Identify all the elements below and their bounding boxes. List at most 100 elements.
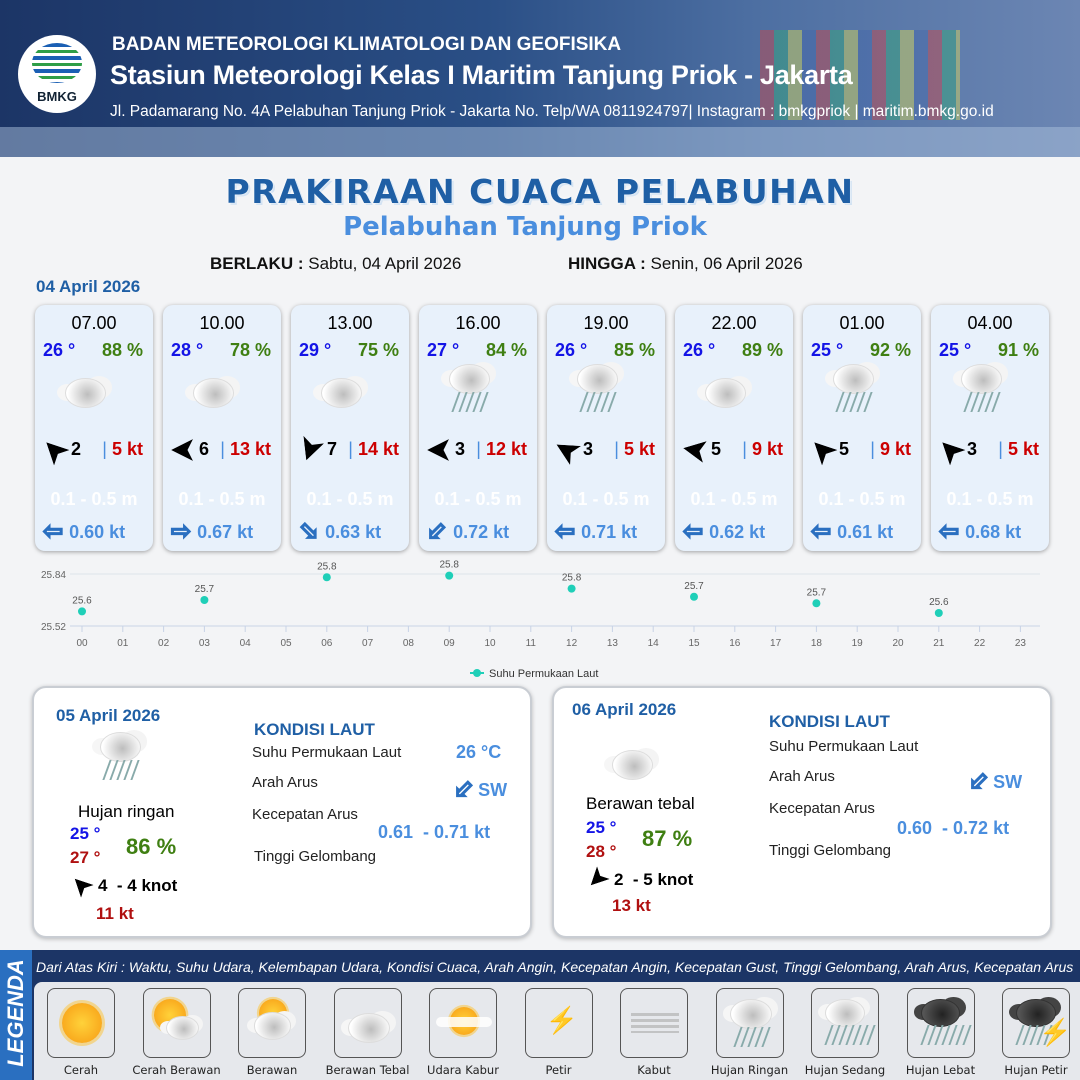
x-tick-label: 08: [403, 638, 415, 649]
wave-label: Tinggi Gelombang: [769, 842, 892, 859]
berawan-tebal-icon: [340, 995, 398, 1051]
humidity: 91 %: [997, 340, 1039, 360]
wind-direction-icon: [68, 872, 93, 897]
wave-height: 0.1 - 0.5 m: [178, 489, 266, 509]
x-tick-label: 11: [526, 638, 537, 649]
legend-item-udara-kabur: Udara Kabur: [418, 988, 508, 1077]
legend-label: Kabut: [637, 1063, 671, 1077]
legend-item-hujan-ringan: Hujan Ringan: [705, 988, 795, 1077]
legend-icon-box: ⚡: [1002, 988, 1071, 1058]
cerah-berawan-icon: [150, 995, 206, 1051]
data-point: [567, 584, 576, 593]
gust-speed: | 5 kt: [102, 439, 143, 459]
legend-icon-box: [47, 988, 115, 1058]
y-tick-label: 25.84: [41, 570, 66, 581]
forecast-card: 10.00 28 ° 78 % 6 | 13 kt 0.1 - 0.5 m ⇨ 0…: [163, 305, 281, 551]
haze: [436, 1017, 492, 1027]
berawan-tebal-icon: [604, 732, 674, 802]
legend-item-cerah-berawan: Cerah Berawan: [132, 988, 222, 1077]
kabut-icon: [627, 995, 683, 1051]
temp-max: 28 °: [586, 842, 617, 861]
legend-item-petir: ⚡ Petir: [514, 988, 604, 1077]
current-speed: 0.63 kt: [325, 521, 382, 542]
valid-to-label: HINGGA :: [568, 254, 646, 273]
cloud-shape: [340, 1009, 398, 1044]
forecast-card: 16.00 27 ° 84 % 3 | 12 kt 0.1 - 0.5 m ⇦ 0…: [419, 305, 537, 551]
bmkg-logo: BMKG: [18, 35, 96, 113]
cloud-shape: [913, 995, 968, 1028]
legend-side-label: LEGENDA: [0, 950, 32, 1080]
data-point: [934, 609, 943, 617]
gust-speed: | 5 kt: [614, 439, 655, 459]
forecast-time: 04.00: [967, 313, 1013, 333]
station-name: Stasiun Meteorologi Kelas I Maritim Tanj…: [110, 60, 853, 90]
udara-kabur-icon: [436, 995, 492, 1051]
current: ⇨ 0.63 kt: [292, 514, 382, 548]
wind-speed: 2 - 5 knot: [614, 870, 694, 889]
wind-direction-icon: [296, 436, 324, 464]
wind-speed: 3: [455, 439, 466, 459]
current-direction-label: Arah Arus: [769, 768, 835, 785]
current-direction-icon: ⇦: [938, 518, 960, 545]
day-date: 05 April 2026: [56, 706, 161, 725]
wind-direction-icon: [934, 434, 965, 465]
legend-label: Hujan Sedang: [804, 1063, 886, 1077]
rain-streak: [130, 760, 140, 780]
current-direction-icon: ⇦: [420, 514, 454, 549]
daily-forecast-box: 06 April 2026 Berawan tebal 25 ° 28 ° 87…: [552, 686, 1052, 1068]
current-speed: 0.60 kt: [69, 521, 126, 542]
forecast-card: 22.00 26 ° 89 % 5 | 9 kt 0.1 - 0.5 m ⇦ 0.…: [675, 305, 793, 551]
legend-icon-box: [333, 988, 402, 1058]
data-label: 25.6: [929, 597, 949, 608]
air-temperature: 25 °: [811, 340, 844, 360]
gust-value: 5 kt: [1007, 439, 1039, 459]
x-tick-label: 13: [607, 638, 619, 649]
cloud-shape: [1009, 995, 1063, 1028]
current-speed-value: 0.60 - 0.72 kt: [897, 818, 1010, 838]
forecast-card: 04.00 25 ° 91 % 3 | 5 kt 0.1 - 0.5 m ⇦ 0.…: [931, 305, 1049, 551]
temp-min: 25 °: [586, 818, 617, 837]
current-speed-value: 0.61 - 0.71 kt: [378, 822, 491, 842]
valid-from-label: BERLAKU :: [210, 254, 304, 273]
sst-value: 26 °C: [456, 742, 502, 762]
forecast-card: 19.00 26 ° 85 % 3 | 5 kt 0.1 - 0.5 m ⇦ 0.…: [547, 305, 665, 551]
wind-speed: 7: [327, 439, 338, 459]
wave-height: 0.1 - 0.5 m: [690, 489, 778, 509]
cloud-shape: [159, 1013, 205, 1040]
forecast-card: 07.00 26 ° 88 % 2 | 5 kt 0.1 - 0.5 m ⇦ 0.…: [35, 305, 153, 551]
valid-to-value: Senin, 06 April 2026: [650, 254, 803, 273]
page-subtitle: Pelabuhan Tanjung Priok: [343, 212, 707, 242]
x-tick-label: 12: [566, 638, 578, 649]
x-tick-label: 05: [280, 638, 292, 649]
data-label: 25.8: [562, 573, 582, 584]
wave-height: 0.1 - 0.5 m: [50, 489, 138, 509]
gust-speed: 13 kt: [612, 896, 651, 915]
wind-direction-icon: [427, 439, 449, 461]
current-direction-icon: ⇨: [292, 514, 327, 549]
hujan-ringan-icon: [953, 360, 1029, 430]
cloud-shape: [57, 374, 114, 409]
gust-speed: | 13 kt: [220, 439, 271, 459]
hujan-petir-icon: ⚡: [1009, 995, 1071, 1051]
data-label: 25.7: [807, 587, 827, 598]
current-direction-icon: ⇨: [170, 518, 192, 545]
sea-surface-temp-chart: 25.52 25.84 00 01 02 03 04 05 06 07 08 09 10 11 12 13 14…: [41, 560, 1040, 680]
wave-label: Tinggi Gelombang: [254, 848, 377, 865]
forecast-card: 01.00 25 ° 92 % 5 | 9 kt 0.1 - 0.5 m ⇦ 0.…: [803, 305, 921, 551]
wave-height: 0.1 - 0.5 m: [917, 884, 1001, 903]
petir-icon: ⚡: [532, 995, 588, 1051]
wind-speed: 5: [839, 439, 850, 459]
current: ⇨ 0.67 kt: [170, 518, 253, 545]
wind-direction-icon: [171, 439, 193, 461]
wind-direction-icon: [806, 434, 837, 465]
current-direction-icon: ⇦: [810, 518, 832, 545]
rain-streak: [991, 392, 1001, 412]
legend-icon-box: [620, 988, 688, 1058]
current-speed: 0.61 kt: [837, 521, 894, 542]
current: ⇦ 0.60 kt: [42, 519, 126, 544]
legend-marker: [473, 669, 481, 677]
current-direction-label: Arah Arus: [252, 774, 318, 791]
x-tick-label: 20: [892, 638, 904, 649]
legend-label: Suhu Permukaan Laut: [489, 668, 598, 680]
forecast-time: 16.00: [455, 313, 501, 333]
